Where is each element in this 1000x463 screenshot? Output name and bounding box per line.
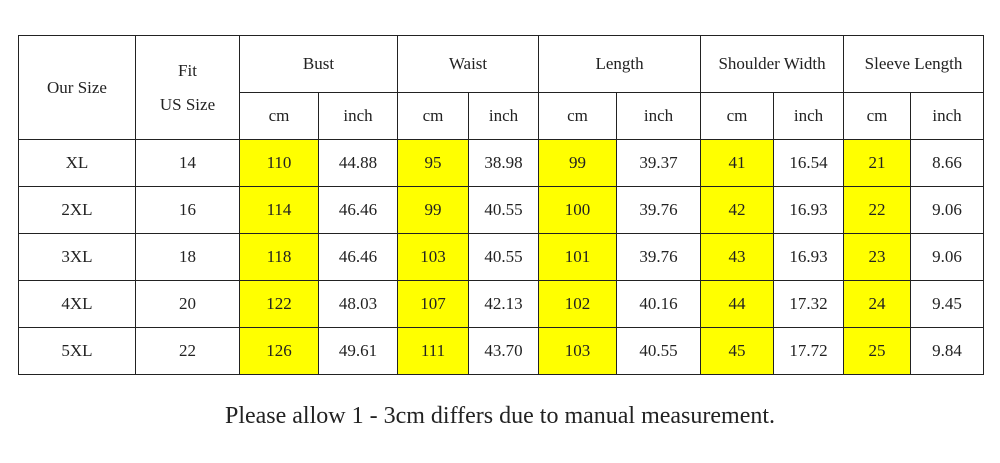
- size-chart-table: Our Size Fit US Size Bust Waist Length S…: [18, 35, 985, 375]
- inch-value-cell: 40.55: [467, 233, 540, 281]
- inch-value-cell: 44.88: [318, 139, 398, 187]
- inch-value-cell: 16.93: [773, 186, 845, 234]
- us-size-cell: 18: [135, 233, 240, 281]
- cm-value-cell: 102: [538, 280, 618, 328]
- inch-value-cell: 38.98: [467, 139, 540, 187]
- cm-value-cell: 43: [700, 233, 775, 281]
- cm-value-cell: 101: [538, 233, 618, 281]
- fit-us-size-header: Fit US Size: [135, 35, 240, 140]
- inch-value-cell: 46.46: [318, 233, 398, 281]
- length-header: Length: [538, 35, 702, 93]
- waist-header: Waist: [396, 35, 540, 93]
- inch-value-cell: 9.06: [910, 233, 985, 281]
- cm-value-cell: 24: [843, 280, 912, 328]
- cm-value-cell: 21: [843, 139, 912, 187]
- cm-value-cell: 45: [700, 327, 775, 375]
- cm-value-cell: 25: [843, 327, 912, 375]
- size-cell: 4XL: [18, 280, 136, 328]
- inch-value-cell: 42.13: [467, 280, 540, 328]
- inch-value-cell: 9.06: [910, 186, 985, 234]
- header-row-groups: Our Size Fit US Size Bust Waist Length S…: [18, 35, 985, 140]
- unit-header: inch: [616, 92, 702, 140]
- header-row-units: cm inch cm inch cm inch cm inch cm inch: [19, 92, 985, 140]
- cm-value-cell: 42: [700, 186, 775, 234]
- us-size-cell: 20: [135, 280, 240, 328]
- cm-value-cell: 44: [700, 280, 775, 328]
- unit-header: inch: [318, 92, 398, 140]
- unit-header: cm: [538, 92, 618, 140]
- inch-value-cell: 9.45: [910, 280, 985, 328]
- unit-header: inch: [467, 92, 540, 140]
- cm-value-cell: 107: [397, 280, 469, 328]
- cm-value-cell: 23: [843, 233, 912, 281]
- inch-value-cell: 49.61: [318, 327, 398, 375]
- inch-value-cell: 17.72: [773, 327, 845, 375]
- cm-value-cell: 103: [538, 327, 618, 375]
- inch-value-cell: 39.76: [616, 233, 702, 281]
- inch-value-cell: 40.16: [616, 280, 702, 328]
- table-row: 3XL 18 118 46.46 103 40.55 101 39.76 43 16.93 23 9.…: [18, 233, 985, 281]
- inch-value-cell: 48.03: [318, 280, 398, 328]
- inch-value-cell: 40.55: [467, 186, 540, 234]
- unit-header: cm: [239, 92, 319, 140]
- table-row: 2XL 16 114 46.46 99 40.55 100 39.76 42 16.93 22 9.0…: [18, 186, 985, 234]
- cm-value-cell: 95: [397, 139, 469, 187]
- cm-value-cell: 22: [843, 186, 912, 234]
- unit-header: cm: [397, 92, 469, 140]
- us-size-cell: 14: [135, 139, 240, 187]
- table-row: XL 14 110 44.88 95 38.98 99 39.37 41 16.54 21 8.66: [18, 139, 985, 187]
- unit-header: inch: [773, 92, 845, 140]
- inch-value-cell: 8.66: [910, 139, 985, 187]
- cm-value-cell: 110: [239, 139, 319, 187]
- inch-value-cell: 17.32: [773, 280, 845, 328]
- table-row: 5XL 22 126 49.61 111 43.70 103 40.55 45 17.72 25 9.…: [18, 327, 985, 375]
- size-cell: 2XL: [18, 186, 136, 234]
- measurement-note: Please allow 1 - 3cm differs due to manu…: [224, 403, 776, 429]
- inch-value-cell: 39.37: [616, 139, 702, 187]
- us-size-label: US Size: [159, 94, 216, 114]
- inch-value-cell: 9.84: [910, 327, 985, 375]
- table-row: 4XL 20 122 48.03 107 42.13 102 40.16 44 17.32 24 9.…: [18, 280, 985, 328]
- bust-header: Bust: [239, 35, 398, 93]
- cm-value-cell: 114: [239, 186, 319, 234]
- inch-value-cell: 40.55: [616, 327, 702, 375]
- table-body: XL 14 110 44.88 95 38.98 99 39.37 41 16.54 21 8.66 2…: [18, 139, 985, 375]
- unit-header: cm: [700, 92, 775, 140]
- cm-value-cell: 118: [239, 233, 319, 281]
- us-size-cell: 16: [135, 186, 240, 234]
- cm-value-cell: 99: [397, 186, 469, 234]
- us-size-cell: 22: [135, 327, 240, 375]
- cm-value-cell: 99: [538, 139, 618, 187]
- fit-label: Fit: [178, 60, 197, 80]
- cm-value-cell: 126: [239, 327, 319, 375]
- unit-header: cm: [843, 92, 912, 140]
- cm-value-cell: 122: [239, 280, 319, 328]
- unit-header: inch: [910, 92, 985, 140]
- inch-value-cell: 16.54: [773, 139, 845, 187]
- cm-value-cell: 100: [538, 186, 618, 234]
- cm-value-cell: 111: [397, 327, 469, 375]
- shoulder-width-header: Shoulder Width: [700, 35, 845, 93]
- cm-value-cell: 103: [397, 233, 469, 281]
- inch-value-cell: 43.70: [467, 327, 540, 375]
- inch-value-cell: 46.46: [318, 186, 398, 234]
- size-cell: 5XL: [18, 327, 136, 375]
- our-size-header: Our Size: [18, 35, 136, 140]
- cm-value-cell: 41: [700, 139, 775, 187]
- sleeve-length-header: Sleeve Length: [843, 35, 985, 93]
- inch-value-cell: 16.93: [773, 233, 845, 281]
- size-cell: XL: [18, 139, 136, 187]
- size-cell: 3XL: [18, 233, 136, 281]
- inch-value-cell: 39.76: [616, 186, 702, 234]
